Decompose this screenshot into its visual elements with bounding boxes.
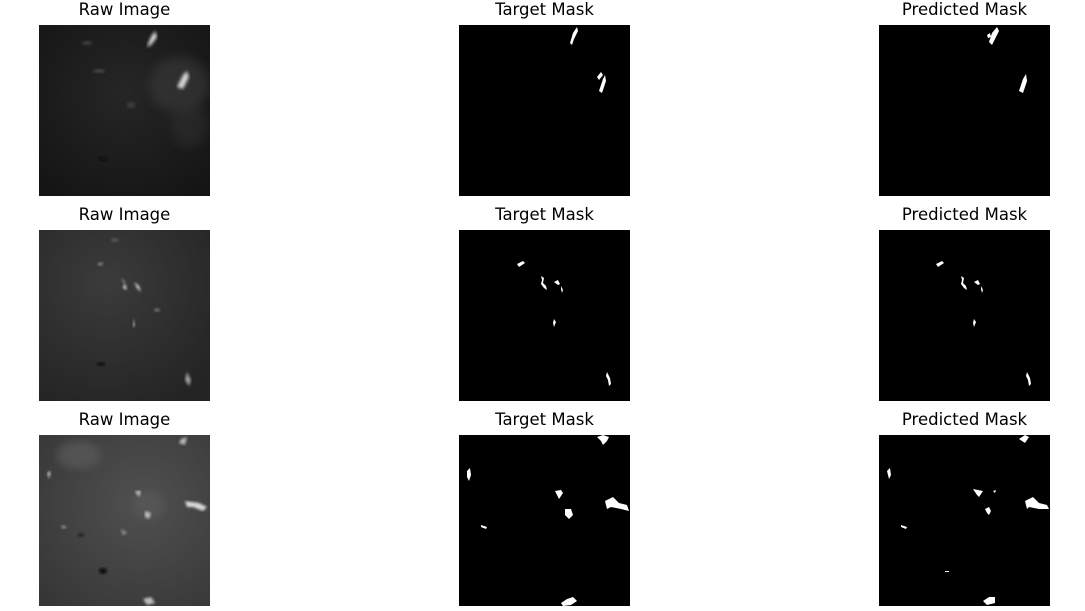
predicted-mask-panel (879, 435, 1050, 606)
target-mask-panel (459, 25, 630, 196)
panel-title: Predicted Mask (901, 410, 1028, 429)
raw-image-3 (39, 435, 210, 606)
panel-title: Raw Image (78, 410, 171, 429)
raw-image-panel (39, 435, 210, 606)
predicted-mask-panel (879, 230, 1050, 401)
raw-image-2 (39, 230, 210, 401)
raw-image-1 (39, 25, 210, 196)
panel-title: Target Mask (495, 0, 594, 19)
panel-title: Raw Image (78, 0, 171, 19)
target-mask-panel (459, 435, 630, 606)
panel-title: Predicted Mask (901, 0, 1028, 19)
panel-title: Target Mask (495, 410, 594, 429)
predicted-mask-panel (879, 25, 1050, 196)
predicted-mask-1 (879, 25, 1050, 196)
target-mask-panel (459, 230, 630, 401)
panel-title: Raw Image (78, 205, 171, 224)
target-mask-1 (459, 25, 630, 196)
raw-image-panel (39, 230, 210, 401)
target-mask-2 (459, 230, 630, 401)
predicted-mask-2 (879, 230, 1050, 401)
predicted-mask-3 (879, 435, 1050, 606)
raw-image-panel (39, 25, 210, 196)
panel-title: Target Mask (495, 205, 594, 224)
panel-title: Predicted Mask (901, 205, 1028, 224)
target-mask-3 (459, 435, 630, 606)
